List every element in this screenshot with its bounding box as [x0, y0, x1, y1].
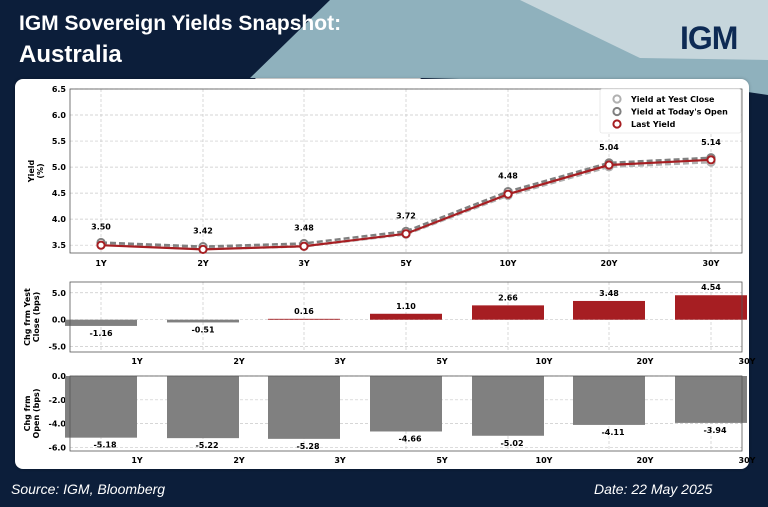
legend-label: Yield at Today's Open [630, 108, 728, 117]
bar [167, 376, 239, 439]
plot-frame [69, 375, 743, 452]
y-tick-label: -2.0 [49, 396, 67, 405]
x-tick-label: 1Y [131, 456, 143, 465]
bar [472, 376, 544, 436]
y-axis-label: Close (bps) [32, 292, 41, 343]
y-tick-label: 5.0 [52, 289, 67, 298]
legend-marker [612, 94, 622, 104]
y-tick-label: 5.0 [52, 163, 67, 172]
legend-marker [612, 119, 622, 129]
x-tick-label: 5Y [400, 259, 412, 268]
x-tick-label: 1Y [131, 357, 143, 366]
y-tick-label: -5.0 [49, 343, 67, 352]
x-tick-label: 3Y [298, 259, 310, 268]
source-note: Source: IGM, Bloomberg [11, 481, 166, 497]
data-label: -5.28 [296, 442, 319, 451]
y-tick-label: 4.0 [52, 215, 67, 224]
data-label: 0.16 [294, 307, 314, 316]
data-point [604, 160, 614, 170]
data-label: -4.66 [398, 434, 421, 443]
x-tick-label: 20Y [637, 456, 654, 465]
x-tick-label: 10Y [536, 357, 553, 366]
data-label: -5.22 [195, 441, 218, 450]
data-label: -4.11 [601, 428, 624, 437]
data-point [299, 241, 309, 251]
data-point [706, 155, 716, 165]
x-tick-label: 2Y [197, 259, 209, 268]
bar [573, 376, 645, 425]
x-tick-label: 5Y [436, 456, 448, 465]
data-label: 3.48 [599, 289, 619, 298]
data-label: 3.42 [193, 227, 213, 236]
y-axis-label: Chg frm [23, 396, 32, 432]
data-label: -5.18 [93, 441, 116, 450]
bar [573, 300, 645, 320]
data-label: 3.50 [91, 222, 111, 231]
y-tick-label: 4.5 [52, 189, 67, 198]
y-tick-label: 0.0 [52, 372, 67, 381]
y-tick-label: 6.0 [52, 111, 67, 120]
x-tick-label: 20Y [601, 259, 618, 268]
x-tick-label: 30Y [739, 357, 756, 366]
bar [65, 376, 137, 438]
y-axis-label: Open (bps) [32, 389, 41, 439]
bar [268, 376, 340, 439]
page-subtitle: Australia [19, 41, 122, 68]
x-tick-label: 10Y [536, 456, 553, 465]
data-label: 4.54 [701, 283, 721, 292]
data-point [503, 189, 513, 199]
data-label: 1.10 [396, 302, 416, 311]
data-point [96, 240, 106, 250]
plot-frame [69, 281, 743, 353]
y-axis-label: (%) [36, 163, 45, 178]
bar [65, 319, 137, 326]
data-label: -5.02 [500, 439, 523, 448]
data-label: -0.51 [191, 325, 214, 334]
y-axis-label: Yield [27, 160, 36, 184]
data-label: 3.72 [396, 211, 416, 220]
x-tick-label: 3Y [334, 456, 346, 465]
data-label: 5.14 [701, 138, 721, 147]
x-tick-label: 30Y [739, 456, 756, 465]
x-tick-label: 20Y [637, 357, 654, 366]
data-label: 4.48 [498, 172, 518, 181]
bar [675, 376, 747, 423]
page-title: IGM Sovereign Yields Snapshot: [19, 12, 342, 35]
x-tick-label: 30Y [703, 259, 720, 268]
x-tick-label: 3Y [334, 357, 346, 366]
bar [472, 305, 544, 320]
legend-box [599, 88, 742, 134]
data-point [198, 244, 208, 254]
legend-label: Last Yield [631, 120, 676, 129]
bar [167, 319, 239, 323]
igm-logo: IGM [680, 20, 738, 56]
data-label: 2.66 [498, 293, 518, 302]
date-note: Date: 22 May 2025 [594, 481, 713, 497]
x-tick-label: 2Y [233, 456, 245, 465]
data-label: 3.48 [294, 223, 314, 232]
data-label: 5.04 [599, 143, 619, 152]
legend-marker [612, 106, 622, 117]
data-point [401, 229, 411, 239]
plot-frame [69, 88, 743, 254]
y-tick-label: -6.0 [49, 443, 67, 452]
x-tick-label: 10Y [500, 259, 517, 268]
data-label: -3.94 [703, 426, 726, 435]
bar [370, 376, 442, 432]
bar [675, 295, 747, 320]
y-tick-label: 3.5 [52, 241, 67, 250]
bar [268, 318, 340, 320]
bar [370, 313, 442, 320]
y-tick-label: -4.0 [49, 420, 67, 429]
data-label: -1.16 [89, 329, 112, 338]
y-tick-label: 0.0 [52, 316, 67, 325]
legend-label: Yield at Yest Close [630, 95, 715, 104]
y-axis-label: Chg frm Yest [23, 288, 32, 346]
y-tick-label: 6.5 [52, 85, 67, 94]
y-tick-label: 5.5 [52, 137, 67, 146]
x-tick-label: 5Y [436, 357, 448, 366]
x-tick-label: 1Y [95, 259, 107, 268]
x-tick-label: 2Y [233, 357, 245, 366]
